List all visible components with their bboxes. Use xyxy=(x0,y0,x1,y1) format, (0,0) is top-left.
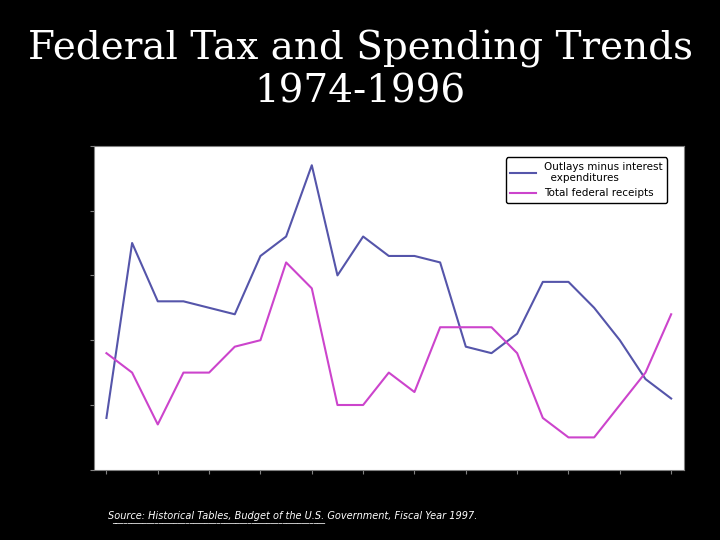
Total federal receipts xyxy=(102,350,111,356)
Total federal receipts xyxy=(642,369,650,376)
Legend: Outlays minus interest
  expenditures, Total federal receipts: Outlays minus interest expenditures, Tot… xyxy=(505,158,667,202)
Total federal receipts xyxy=(384,369,393,376)
Text: Source: Historical Tables, Budget of the U.S. Government, Fiscal Year 1997.: Source: Historical Tables, Budget of the… xyxy=(108,511,477,521)
Outlays minus interest
  expenditures xyxy=(513,330,521,337)
Line: Total federal receipts: Total federal receipts xyxy=(107,262,671,437)
Outlays minus interest
  expenditures xyxy=(642,376,650,382)
Outlays minus interest
  expenditures xyxy=(539,279,547,285)
Total federal receipts xyxy=(127,369,136,376)
Outlays minus interest
  expenditures xyxy=(564,279,573,285)
Total federal receipts xyxy=(307,285,316,292)
Total federal receipts xyxy=(333,402,342,408)
Outlays minus interest
  expenditures xyxy=(333,272,342,279)
Outlays minus interest
  expenditures xyxy=(153,298,162,305)
Total federal receipts xyxy=(487,324,496,330)
Total federal receipts xyxy=(667,311,675,318)
Total federal receipts xyxy=(462,324,470,330)
Outlays minus interest
  expenditures xyxy=(127,240,136,246)
Total federal receipts xyxy=(616,402,624,408)
Outlays minus interest
  expenditures xyxy=(590,305,598,311)
Outlays minus interest
  expenditures xyxy=(204,305,213,311)
Total federal receipts xyxy=(539,415,547,421)
Total federal receipts xyxy=(179,369,188,376)
Total federal receipts xyxy=(436,324,444,330)
Total federal receipts xyxy=(204,369,213,376)
Y-axis label: Percentage of GDP: Percentage of GDP xyxy=(51,242,65,373)
Outlays minus interest
  expenditures xyxy=(616,337,624,343)
Outlays minus interest
  expenditures xyxy=(307,162,316,168)
Line: Outlays minus interest
  expenditures: Outlays minus interest expenditures xyxy=(107,165,671,418)
Text: Federal Tax and Spending Trends
1974-1996: Federal Tax and Spending Trends 1974-199… xyxy=(27,30,693,111)
Total federal receipts xyxy=(590,434,598,441)
Outlays minus interest
  expenditures xyxy=(359,233,367,240)
Outlays minus interest
  expenditures xyxy=(282,233,290,240)
Outlays minus interest
  expenditures xyxy=(179,298,188,305)
Text: _______________________________________________________: ________________________________________… xyxy=(112,515,325,524)
Outlays minus interest
  expenditures xyxy=(102,415,111,421)
Total federal receipts xyxy=(282,259,290,266)
Outlays minus interest
  expenditures xyxy=(384,253,393,259)
Outlays minus interest
  expenditures xyxy=(436,259,444,266)
Outlays minus interest
  expenditures xyxy=(462,343,470,350)
Outlays minus interest
  expenditures xyxy=(487,350,496,356)
Total federal receipts xyxy=(564,434,573,441)
Outlays minus interest
  expenditures xyxy=(410,253,419,259)
Total federal receipts xyxy=(256,337,265,343)
Total federal receipts xyxy=(153,421,162,428)
Outlays minus interest
  expenditures xyxy=(230,311,239,318)
Outlays minus interest
  expenditures xyxy=(667,395,675,402)
Outlays minus interest
  expenditures xyxy=(256,253,265,259)
Total federal receipts xyxy=(359,402,367,408)
Total federal receipts xyxy=(410,389,419,395)
Total federal receipts xyxy=(230,343,239,350)
Total federal receipts xyxy=(513,350,521,356)
